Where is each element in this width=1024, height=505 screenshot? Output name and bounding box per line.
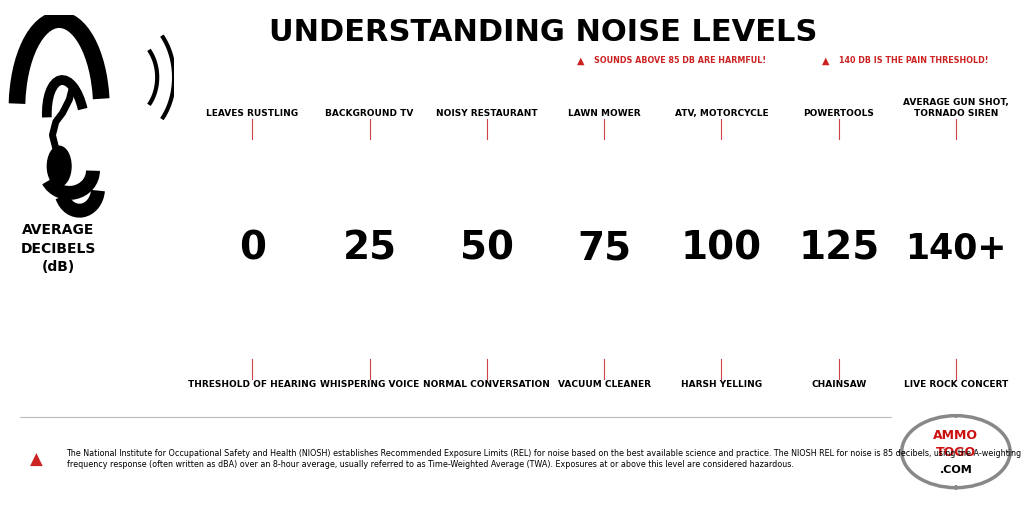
Text: LEAVES RUSTLING: LEAVES RUSTLING — [206, 109, 298, 118]
Text: .COM: .COM — [940, 466, 972, 476]
Text: CHAINSAW: CHAINSAW — [811, 380, 866, 389]
Text: AVERAGE GUN SHOT,
TORNADO SIREN: AVERAGE GUN SHOT, TORNADO SIREN — [903, 98, 1009, 118]
Text: 140 DB IS THE PAIN THRESHOLD!: 140 DB IS THE PAIN THRESHOLD! — [839, 56, 988, 65]
Text: 25: 25 — [342, 230, 396, 268]
Text: LAWN MOWER: LAWN MOWER — [568, 109, 640, 118]
Text: NORMAL CONVERSATION: NORMAL CONVERSATION — [423, 380, 550, 389]
Text: TOGO: TOGO — [936, 446, 976, 459]
Text: AMMO: AMMO — [934, 429, 978, 442]
Text: 0: 0 — [239, 230, 265, 268]
Text: The National Institute for Occupational Safety and Health (NIOSH) establishes Re: The National Institute for Occupational … — [67, 449, 1022, 469]
Text: POWERTOOLS: POWERTOOLS — [804, 109, 874, 118]
Text: ATV, MOTORCYCLE: ATV, MOTORCYCLE — [675, 109, 768, 118]
Ellipse shape — [47, 146, 71, 186]
Text: 100: 100 — [681, 230, 762, 268]
Text: ▲: ▲ — [577, 56, 585, 66]
Text: SOUNDS ABOVE 85 DB ARE HARMFUL!: SOUNDS ABOVE 85 DB ARE HARMFUL! — [594, 56, 766, 65]
Text: ▲: ▲ — [821, 56, 829, 66]
Text: WHISPERING VOICE: WHISPERING VOICE — [319, 380, 419, 389]
Text: NOISY RESTAURANT: NOISY RESTAURANT — [436, 109, 538, 118]
Text: 140+: 140+ — [905, 232, 1007, 266]
Text: LIVE ROCK CONCERT: LIVE ROCK CONCERT — [904, 380, 1009, 389]
Text: AVERAGE
DECIBELS
(dB): AVERAGE DECIBELS (dB) — [20, 223, 96, 274]
Text: VACUUM CLEANER: VACUUM CLEANER — [558, 380, 650, 389]
Text: UNDERSTANDING NOISE LEVELS: UNDERSTANDING NOISE LEVELS — [268, 18, 817, 46]
Text: BACKGROUND TV: BACKGROUND TV — [326, 109, 414, 118]
Text: THRESHOLD OF HEARING: THRESHOLD OF HEARING — [188, 380, 316, 389]
Text: 75: 75 — [578, 230, 631, 268]
Text: 50: 50 — [460, 230, 514, 268]
Text: ▲: ▲ — [30, 450, 42, 469]
Text: 125: 125 — [798, 230, 880, 268]
Text: HARSH YELLING: HARSH YELLING — [681, 380, 762, 389]
